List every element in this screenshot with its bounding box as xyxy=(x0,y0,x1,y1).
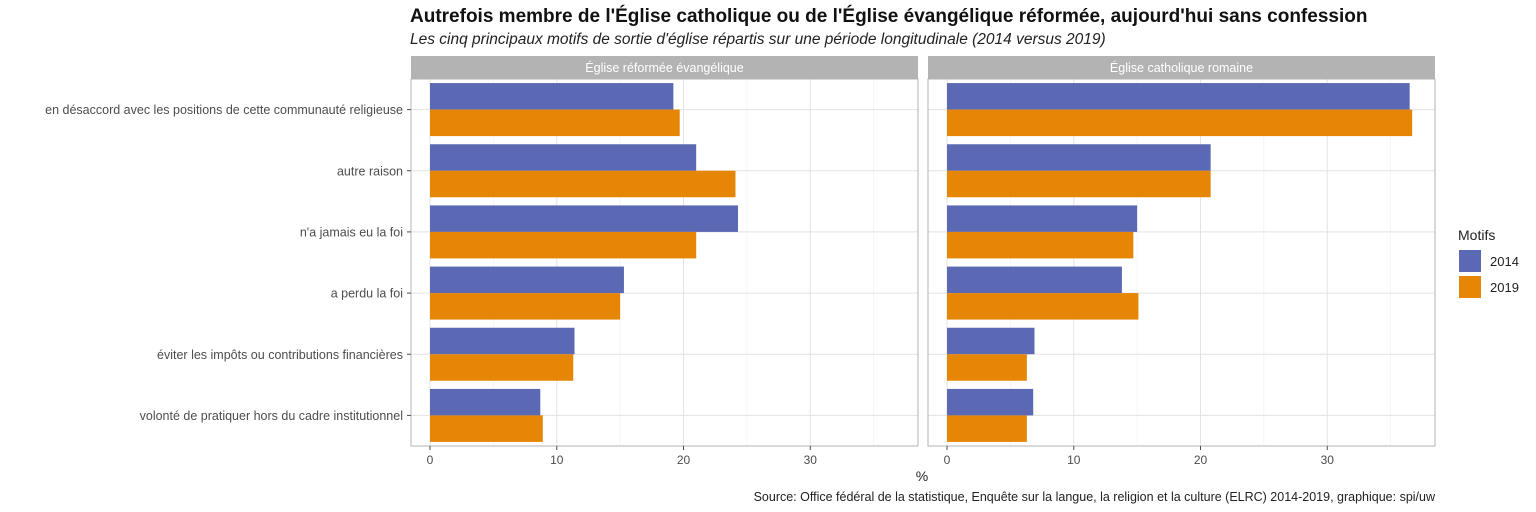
x-tick-label: 20 xyxy=(677,453,691,467)
y-tick-label: éviter les impôts ou contributions finan… xyxy=(157,348,403,362)
y-tick-label: en désaccord avec les positions de cette… xyxy=(45,103,403,117)
major-gridlines xyxy=(946,79,1328,446)
legend-label: 2019 xyxy=(1490,280,1519,295)
y-tick-label: volonté de pratiquer hors du cadre insti… xyxy=(140,409,403,423)
y-tick-label: autre raison xyxy=(337,164,403,178)
bar-2019 xyxy=(947,415,1027,442)
y-tick-label: a perdu la foi xyxy=(331,287,403,301)
bar-2014 xyxy=(430,83,674,110)
facet-strip xyxy=(411,56,918,79)
bar-2014 xyxy=(430,388,541,416)
legend-item: 2019 xyxy=(1459,276,1519,298)
bar-2014 xyxy=(430,205,739,232)
x-tick-label: 10 xyxy=(1067,453,1081,467)
chart-subtitle: Les cinq principaux motifs de sortie d'é… xyxy=(410,31,1106,48)
bar-2019 xyxy=(947,109,1413,137)
x-tick-label: 0 xyxy=(427,453,434,467)
legend-item: 2014 xyxy=(1459,250,1519,272)
panel-border xyxy=(410,78,919,447)
bar-2014 xyxy=(947,205,1138,232)
bar-2019 xyxy=(430,354,574,381)
legend-swatch xyxy=(1459,250,1481,272)
legend-label: 2014 xyxy=(1490,254,1519,269)
bar-2019 xyxy=(430,231,697,259)
minor-gridlines xyxy=(493,79,874,446)
x-tick-label: 30 xyxy=(1321,453,1335,467)
bar-2014 xyxy=(947,327,1035,355)
bars xyxy=(947,83,1413,442)
y-tick-label: n'a jamais eu la foi xyxy=(300,225,403,239)
x-tick-label: 10 xyxy=(550,453,564,467)
bar-2014 xyxy=(947,266,1122,294)
bar-2019 xyxy=(430,170,736,198)
bar-2014 xyxy=(430,266,624,294)
facet-panel: Église réformée évangélique 0 10 20 30 xyxy=(410,56,919,467)
facet-strip-label: Église réformée évangélique xyxy=(585,60,743,75)
bar-2014 xyxy=(430,144,697,171)
chart-caption: Source: Office fédéral de la statistique… xyxy=(754,490,1436,504)
legend: Motifs 2014 2019 xyxy=(1458,227,1519,298)
major-gridlines xyxy=(429,79,811,446)
bar-2019 xyxy=(430,109,680,137)
bar-2019 xyxy=(947,293,1139,320)
x-tick-label: 0 xyxy=(944,453,951,467)
x-tick-label: 30 xyxy=(804,453,818,467)
facet-strip xyxy=(928,56,1435,79)
bar-2019 xyxy=(947,170,1211,198)
bar-2019 xyxy=(947,354,1027,381)
legend-swatch xyxy=(1459,276,1481,298)
facet-strip-label: Église catholique romaine xyxy=(1110,60,1253,75)
facet-panel: Église catholique romaine 0 10 20 30 xyxy=(927,56,1436,467)
chart-title: Autrefois membre de l'Église catholique … xyxy=(410,5,1367,27)
bar-2019 xyxy=(430,293,621,320)
bar-2014 xyxy=(947,83,1410,110)
y-axis: en désaccord avec les positions de cette… xyxy=(45,103,411,423)
bar-2019 xyxy=(947,231,1134,259)
bar-2019 xyxy=(430,415,543,442)
x-axis-title: % xyxy=(916,468,928,484)
legend-title: Motifs xyxy=(1458,227,1495,243)
minor-gridlines xyxy=(1010,79,1391,446)
x-tick-label: 20 xyxy=(1194,453,1208,467)
panel-border xyxy=(927,78,1436,447)
bar-2014 xyxy=(430,327,575,355)
x-axis: 0 10 20 30 xyxy=(427,446,818,467)
x-axis: 0 10 20 30 xyxy=(944,446,1335,467)
bar-2014 xyxy=(947,144,1211,171)
bars xyxy=(430,83,739,442)
bar-2014 xyxy=(947,388,1034,416)
